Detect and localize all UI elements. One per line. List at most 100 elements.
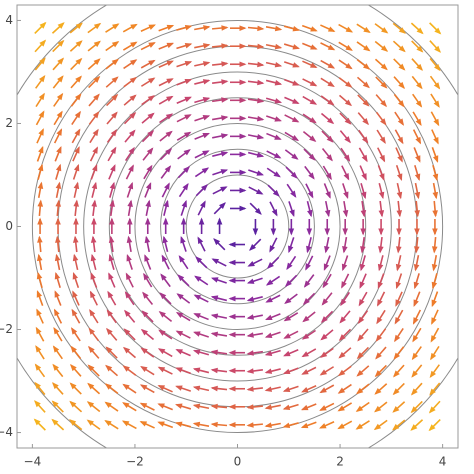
arrow-head xyxy=(432,210,438,218)
arrow-head xyxy=(52,382,59,390)
arrow-head xyxy=(342,209,349,218)
arrow-head xyxy=(221,61,229,67)
arrow xyxy=(286,183,297,198)
arrow-head xyxy=(107,290,114,299)
arrow xyxy=(88,327,100,342)
arrow-head xyxy=(320,316,328,324)
arrow xyxy=(106,327,118,341)
arrow xyxy=(300,403,317,411)
arrow-head xyxy=(381,27,389,34)
arrow-head xyxy=(148,42,156,48)
arrow xyxy=(248,186,264,195)
arrow-head xyxy=(90,253,97,262)
arrow xyxy=(52,363,64,378)
arrow-head xyxy=(165,148,173,155)
arrow xyxy=(144,254,152,270)
arrow-head xyxy=(325,191,331,199)
arrow-head xyxy=(228,259,236,266)
arrow xyxy=(210,349,228,356)
y-tick-label: 4 xyxy=(5,13,13,27)
arrow xyxy=(230,205,247,212)
arrow xyxy=(432,219,438,236)
arrow-head xyxy=(257,43,265,50)
arrow xyxy=(429,40,441,53)
arrow xyxy=(246,314,263,320)
arrow-head xyxy=(93,58,101,66)
arrow-head xyxy=(282,386,291,393)
arrow xyxy=(194,275,209,286)
arrow xyxy=(341,165,350,181)
arrow xyxy=(300,421,317,429)
arrow xyxy=(395,165,403,181)
arrow-head xyxy=(75,22,83,30)
arrow-head xyxy=(72,290,78,298)
arrow xyxy=(105,58,119,70)
arrow-head xyxy=(139,402,148,409)
arrow-head xyxy=(398,63,406,71)
arrow xyxy=(283,61,300,68)
arrow-head xyxy=(175,403,183,409)
arrow xyxy=(302,311,316,323)
arrow-head xyxy=(288,228,295,236)
arrow-head xyxy=(122,383,130,390)
arrow-head xyxy=(274,134,282,140)
arrow-head xyxy=(265,279,274,286)
arrow xyxy=(180,235,187,252)
arrow xyxy=(124,309,136,323)
arrow-head xyxy=(289,209,295,218)
arrow-head xyxy=(340,298,347,307)
arrow xyxy=(392,22,406,34)
arrow xyxy=(414,164,421,182)
arrow-head xyxy=(428,406,436,414)
arrow-head xyxy=(309,80,318,87)
arrow-head xyxy=(87,345,95,354)
arrow xyxy=(393,93,405,108)
arrow-head xyxy=(395,263,402,272)
arrow xyxy=(144,235,151,253)
arrow-head xyxy=(433,82,441,90)
arrow xyxy=(428,400,441,414)
arrow-head xyxy=(35,345,42,353)
arrow xyxy=(70,93,82,107)
arrow-head xyxy=(177,274,185,282)
arrow xyxy=(264,386,281,392)
arrow xyxy=(230,151,247,158)
arrow-head xyxy=(75,57,83,65)
arrow xyxy=(264,331,281,338)
contour-line xyxy=(134,122,341,331)
arrow-head xyxy=(90,272,96,280)
arrow-head xyxy=(213,238,221,246)
arrow xyxy=(55,217,61,234)
arrow-head xyxy=(363,45,371,52)
arrow-head xyxy=(380,99,388,108)
arrow-head xyxy=(164,182,170,190)
arrow-head xyxy=(228,385,236,392)
arrow xyxy=(157,421,174,429)
arrow-head xyxy=(324,245,330,254)
arrow xyxy=(158,42,175,50)
arrow xyxy=(195,184,208,197)
arrow-head xyxy=(414,228,420,236)
arrow-head xyxy=(345,44,353,51)
arrow-head xyxy=(93,22,102,30)
arrow xyxy=(213,202,226,215)
arrow-head xyxy=(378,246,384,254)
arrow xyxy=(319,420,335,429)
arrow-head xyxy=(144,217,151,225)
arrow xyxy=(36,290,44,306)
arrow-head xyxy=(359,281,365,289)
arrow-head xyxy=(75,75,82,83)
arrow-head xyxy=(323,263,330,271)
arrow xyxy=(193,313,209,321)
arrow xyxy=(429,22,442,35)
arrow-head xyxy=(291,153,299,160)
arrow-head xyxy=(319,423,327,429)
arrow xyxy=(249,238,262,251)
arrow-head xyxy=(246,368,254,374)
arrow xyxy=(228,385,245,392)
arrow xyxy=(122,402,137,412)
arrow xyxy=(197,236,206,252)
arrow-head xyxy=(264,404,272,410)
arrow xyxy=(158,24,175,32)
arrow xyxy=(73,217,79,234)
